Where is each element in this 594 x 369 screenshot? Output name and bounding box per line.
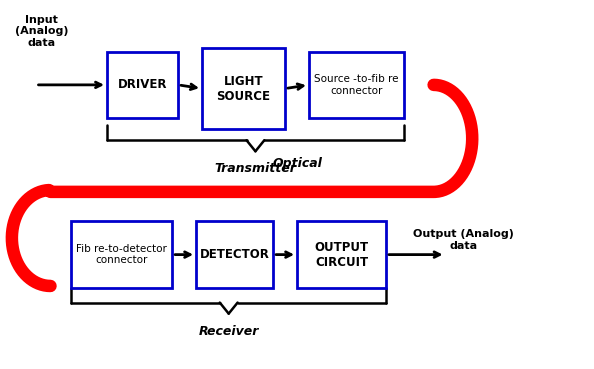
Text: DRIVER: DRIVER [118, 78, 168, 92]
FancyBboxPatch shape [71, 221, 172, 288]
Text: Optical: Optical [272, 157, 322, 170]
Text: LIGHT
SOURCE: LIGHT SOURCE [217, 75, 270, 103]
Text: Output (Analog)
data: Output (Analog) data [413, 229, 514, 251]
FancyBboxPatch shape [309, 52, 404, 118]
FancyBboxPatch shape [202, 48, 285, 129]
Text: OUTPUT
CIRCUIT: OUTPUT CIRCUIT [314, 241, 369, 269]
FancyBboxPatch shape [297, 221, 386, 288]
FancyBboxPatch shape [196, 221, 273, 288]
Text: DETECTOR: DETECTOR [200, 248, 270, 261]
Text: Transmitter: Transmitter [214, 162, 296, 175]
Text: Receiver: Receiver [198, 325, 259, 338]
FancyBboxPatch shape [107, 52, 178, 118]
Text: Source -to-fib re
connector: Source -to-fib re connector [314, 74, 399, 96]
Text: Fib re-to-detector
connector: Fib re-to-detector connector [77, 244, 167, 265]
Text: Input
(Analog)
data: Input (Analog) data [15, 15, 68, 48]
